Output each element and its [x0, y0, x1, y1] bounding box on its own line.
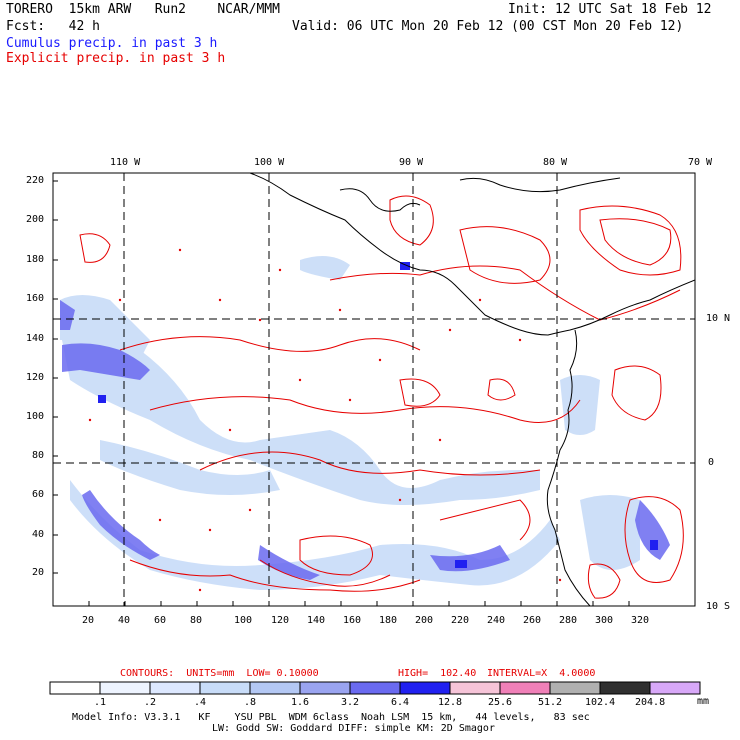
- model-physics: LW: Godd SW: Goddard DIFF: simple KM: 2D…: [212, 723, 495, 734]
- colorbar-label: .8: [244, 697, 257, 708]
- x-tick-label: 220: [451, 615, 470, 626]
- cumulus-max: [98, 262, 658, 568]
- contour-high-label: HIGH= 102.40: [398, 668, 477, 679]
- lat-label-0: 0: [708, 457, 715, 468]
- y-tick-label: 220: [26, 175, 45, 186]
- colorbar-swatch: [49, 681, 101, 695]
- colorbar-swatch: [499, 681, 551, 695]
- colorbar-label: 25.6: [488, 697, 513, 708]
- lon-label-80w: 80 W: [543, 157, 568, 168]
- colorbar-swatch: [549, 681, 601, 695]
- colorbar-label: 6.4: [391, 697, 410, 708]
- x-tick-label: 160: [343, 615, 362, 626]
- y-tick-label: 160: [26, 293, 45, 304]
- colorbar-swatch: [299, 681, 351, 695]
- colorbar-label: 102.4: [585, 697, 616, 708]
- x-tick-label: 120: [271, 615, 290, 626]
- colorbar-swatch: [149, 681, 201, 695]
- lon-label-70w: 70 W: [688, 157, 713, 168]
- precip-fields: [53, 173, 695, 606]
- model-title: TORERO 15km ARW Run2 NCAR/MMM: [6, 2, 280, 17]
- explicit-contours: [79, 195, 684, 599]
- colorbar-label: 3.2: [341, 697, 360, 708]
- colorbar-swatch: [199, 681, 251, 695]
- y-tick-label: 120: [26, 372, 45, 383]
- colorbar-swatch: [399, 681, 451, 695]
- x-tick-label: 300: [595, 615, 614, 626]
- colorbar-unit: mm: [697, 696, 710, 707]
- x-tick-label: 100: [234, 615, 253, 626]
- y-tick-label: 200: [26, 214, 45, 225]
- valid-time: Valid: 06 UTC Mon 20 Feb 12 (00 CST Mon …: [292, 19, 684, 34]
- colorbar-label: .4: [194, 697, 207, 708]
- x-tick-label: 60: [154, 615, 167, 626]
- field-explicit-label: Explicit precip. in past 3 h: [6, 51, 226, 66]
- colorbar-swatch: [599, 681, 651, 695]
- x-tick-label: 240: [487, 615, 506, 626]
- x-tick-label: 40: [118, 615, 131, 626]
- lon-label-100w: 100 W: [254, 157, 285, 168]
- y-tick-label: 20: [32, 567, 45, 578]
- graticule: [53, 173, 695, 606]
- lat-label-10s: 10 S: [706, 601, 731, 612]
- x-tick-label: 180: [379, 615, 398, 626]
- model-info: Model Info: V3.3.1 KF YSU PBL WDM 6class…: [72, 712, 590, 723]
- map-clip-group: [52, 172, 696, 607]
- colorbar-label: 12.8: [438, 697, 463, 708]
- colorbar-label: 1.6: [291, 697, 310, 708]
- init-time: Init: 12 UTC Sat 18 Feb 12: [508, 2, 712, 17]
- x-tick-label: 200: [415, 615, 434, 626]
- contour-interval-label: INTERVAL=X 4.0000: [487, 668, 596, 679]
- field-cumulus-label: Cumulus precip. in past 3 h: [6, 36, 218, 51]
- y-tick-label: 60: [32, 489, 45, 500]
- y-tick-label: 100: [26, 411, 45, 422]
- colorbar-label: 204.8: [635, 697, 666, 708]
- colorbar-swatch: [249, 681, 301, 695]
- colorbar-swatch: [349, 681, 401, 695]
- forecast-hour: Fcst: 42 h: [6, 19, 100, 34]
- x-tick-label: 140: [307, 615, 326, 626]
- colorbar-label: 51.2: [538, 697, 563, 708]
- lon-label-90w: 90 W: [399, 157, 424, 168]
- colorbar-label: .1: [94, 697, 107, 708]
- cumulus-shading: [60, 256, 640, 590]
- colorbar-swatch: [649, 681, 701, 695]
- cumulus-heavy: [60, 300, 670, 580]
- y-tick-label: 180: [26, 254, 45, 265]
- colorbar-swatch: [99, 681, 151, 695]
- x-tick-label: 80: [190, 615, 203, 626]
- coastlines: [249, 173, 695, 606]
- colorbar-swatch: [449, 681, 501, 695]
- map-frame: [52, 172, 696, 607]
- colorbar-label: .2: [144, 697, 157, 708]
- lat-label-10n: 10 N: [706, 313, 731, 324]
- x-tick-label: 260: [523, 615, 542, 626]
- x-tick-label: 280: [559, 615, 578, 626]
- y-tick-label: 40: [32, 529, 45, 540]
- explicit-dots: [88, 248, 562, 592]
- x-tick-label: 320: [631, 615, 650, 626]
- y-tick-label: 80: [32, 450, 45, 461]
- lon-label-110w: 110 W: [110, 157, 141, 168]
- contour-units-label: CONTOURS: UNITS=mm LOW= 0.10000: [120, 668, 319, 679]
- axis-ticks: [53, 180, 630, 606]
- y-tick-label: 140: [26, 333, 45, 344]
- x-tick-label: 20: [82, 615, 95, 626]
- colorbar: [49, 681, 701, 695]
